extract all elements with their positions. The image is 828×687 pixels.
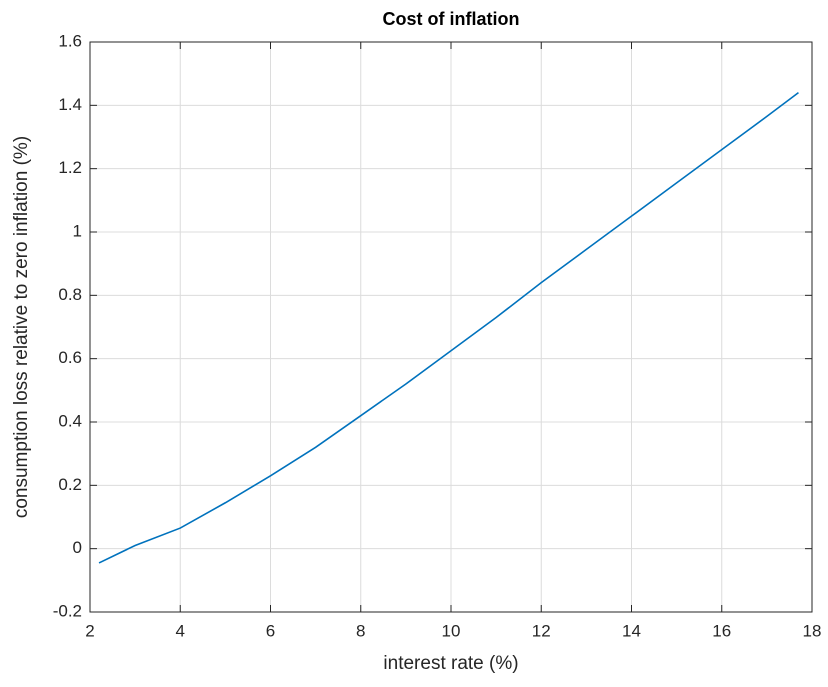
x-tick-label: 14 [622,621,641,640]
y-tick-label: 1.4 [58,95,82,114]
x-tick-label: 10 [442,621,461,640]
y-tick-label: -0.2 [53,601,82,620]
y-tick-label: 0.8 [58,285,82,304]
data-line [98,92,799,564]
y-tick-label: 0.4 [58,411,82,430]
plot-box [89,41,813,613]
chart-title: Cost of inflation [383,9,520,29]
y-tick-label: 1.6 [58,31,82,50]
x-axis-label: interest rate (%) [383,653,518,674]
x-tick-label: 4 [176,621,185,640]
x-tick-label: 6 [266,621,275,640]
y-tick-label: 1.2 [58,158,82,177]
y-tick-label: 1 [73,221,82,240]
x-tick-label: 8 [356,621,365,640]
x-tick-label: 2 [85,621,94,640]
y-tick-label: 0.2 [58,475,82,494]
y-tick-label: 0.6 [58,348,82,367]
y-axis-label: consumption loss relative to zero inflat… [11,136,32,518]
x-tick-label: 12 [532,621,551,640]
x-tick-label: 18 [803,621,822,640]
x-tick-label: 16 [712,621,731,640]
y-tick-label: 0 [73,538,82,557]
